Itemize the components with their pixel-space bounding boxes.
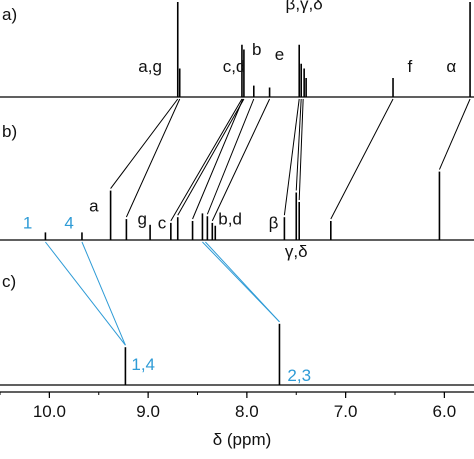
correlation-line-1	[125, 98, 181, 218]
correlation-line-7	[283, 98, 300, 216]
correlation-line-12	[45, 241, 126, 346]
correlation-lines	[45, 98, 471, 346]
annotation-1-1: g	[137, 210, 146, 229]
annotation-1-4: β	[269, 213, 279, 232]
correlation-line-9	[298, 98, 304, 201]
spectrum-traces	[0, 2, 474, 386]
correlation-line-13	[81, 241, 126, 346]
correlation-line-4	[192, 98, 244, 220]
correlation-line-11	[438, 98, 471, 170]
x-tick-label-4: 6.0	[433, 402, 457, 421]
peak-annotations: a,g c,d b e β,γ,δ f α a g c b,d β γ,δ 1,4 2,3 1 4	[23, 0, 456, 385]
annotation-1-3: b,d	[218, 210, 242, 229]
panel-label-2: c)	[2, 272, 16, 291]
correlation-line-8	[295, 98, 302, 191]
correlation-line-10	[330, 98, 394, 220]
annotation-1-5: γ,δ	[285, 242, 308, 261]
correlation-line-2	[170, 98, 243, 222]
annotation-2-1: 2,3	[287, 366, 311, 385]
annotation-0-0: a,g	[138, 57, 162, 76]
x-tick-label-1: 9.0	[136, 402, 160, 421]
annotation-0-3: e	[275, 45, 284, 64]
panel-label-0: a)	[2, 5, 17, 24]
annotation-0-4: β,γ,δ	[286, 0, 323, 13]
x-axis: 10.0 9.0 8.0 7.0 6.0	[0, 391, 474, 421]
blue-label-0: 1	[23, 213, 32, 232]
correlation-line-0	[110, 98, 179, 189]
annotation-0-1: c,d	[223, 57, 246, 76]
annotation-0-6: α	[446, 57, 456, 76]
x-axis-title: δ (ppm)	[213, 430, 272, 449]
correlation-line-5	[206, 98, 255, 215]
panel-label-1: b)	[2, 122, 17, 141]
annotation-2-0: 1,4	[131, 355, 155, 374]
annotation-1-2: c	[158, 213, 167, 232]
x-tick-label-0: 10.0	[33, 402, 66, 421]
annotation-0-5: f	[407, 57, 412, 76]
annotation-1-0: a	[89, 196, 99, 215]
annotation-0-2: b	[252, 40, 261, 59]
blue-label-1: 4	[64, 213, 73, 232]
correlation-line-6	[211, 98, 271, 222]
correlation-line-3	[177, 98, 245, 216]
x-tick-label-2: 8.0	[235, 402, 259, 421]
correlation-line-15	[205, 241, 280, 323]
x-tick-label-3: 7.0	[334, 402, 358, 421]
panel-labels: a) b) c)	[2, 5, 17, 291]
